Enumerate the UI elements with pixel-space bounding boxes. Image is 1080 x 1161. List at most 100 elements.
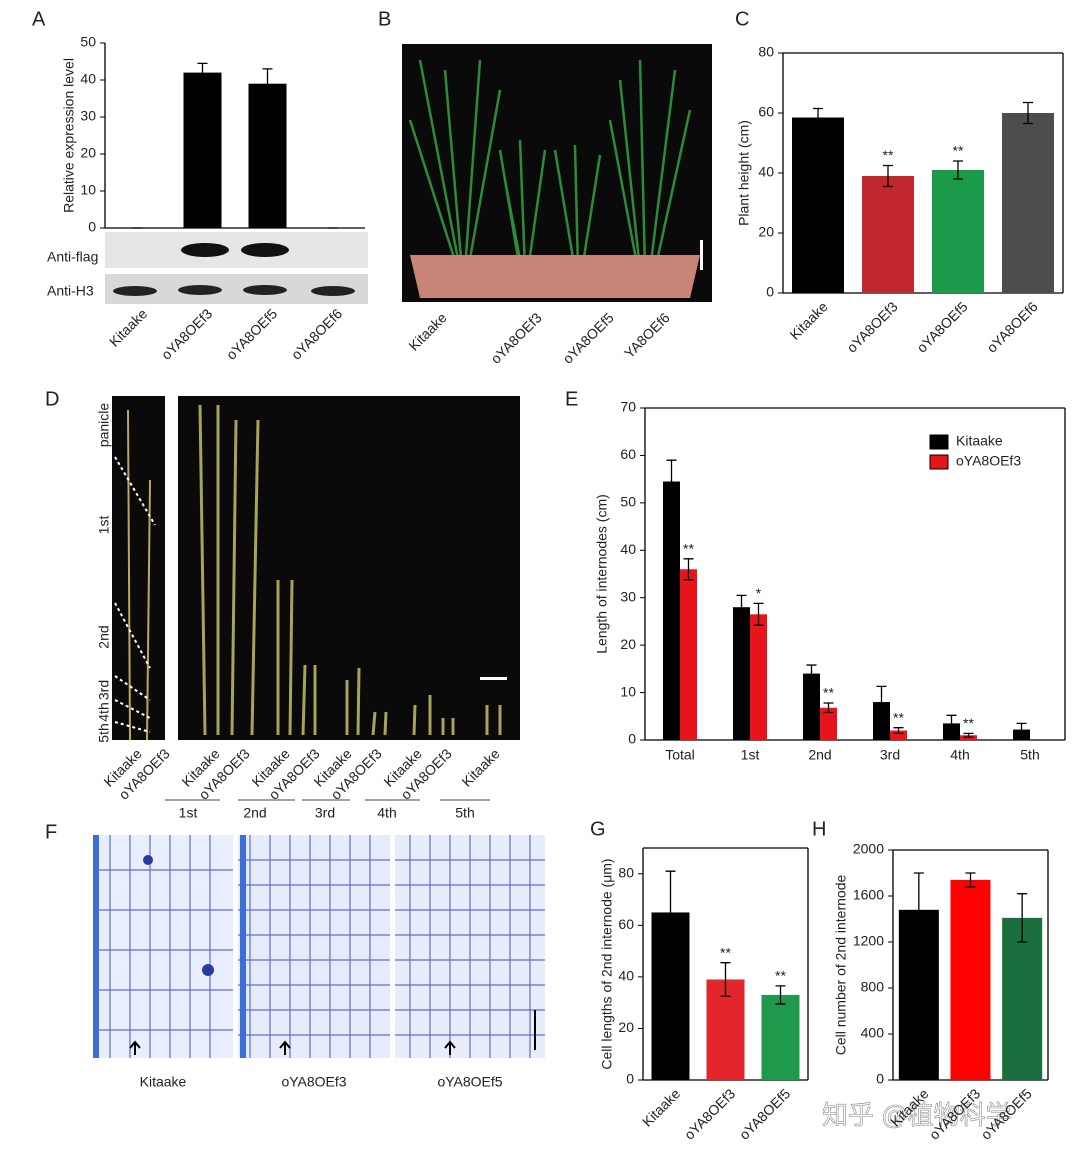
group-label: 4th [377,805,396,821]
bar [761,994,800,1080]
blot-label: Anti-flag [47,249,98,265]
y-tick-label: 0 [876,1071,884,1087]
x-tick-label: oYA8OEf6 [983,298,1041,356]
bar [1002,917,1043,1080]
panel-letter: E [565,388,578,410]
photo-label: oYA8OEf3 [281,1074,346,1090]
y-tick-label: 60 [758,104,774,120]
side-label: 4th [96,702,112,721]
photo-label: Kitaake [140,1074,187,1090]
significance: ** [953,143,964,159]
error-bar [823,702,834,714]
side-label: 1st [96,516,112,535]
watermark: 知乎 @植物科学 [822,1100,1012,1130]
y-tick-label: 40 [618,968,634,984]
error-bar [720,962,731,997]
x-tick-label: oYA8OEf3 [843,298,901,356]
x-tick-label: 3rd [880,747,900,763]
y-tick-label: 40 [620,541,636,557]
error-bar [946,714,957,733]
panel-letter: G [590,818,606,840]
side-label: 5th [96,723,112,742]
bar [803,673,820,740]
y-axis-label: Relative expression level [61,58,77,213]
y-tick-label: 40 [80,71,96,87]
error-bar [953,160,963,180]
side-label: 2nd [96,625,112,648]
y-tick-label: 80 [758,44,774,60]
bar [183,72,222,228]
legend-swatch [929,454,949,470]
significance: ** [775,968,786,984]
group-label: 2nd [243,805,266,821]
x-tick-label: Kitaake [106,305,150,349]
significance: ** [883,147,894,163]
photo-label: Kitaake [405,309,449,353]
y-tick-label: 30 [620,588,636,604]
error-bar [913,872,924,948]
x-tick-label: oYA8OEf5 [913,298,971,356]
error-bar [813,107,823,128]
y-axis-label: Length of internodes (cm) [594,494,610,654]
bar [862,176,914,293]
bar [663,481,680,740]
y-tick-label: 20 [618,1019,634,1035]
error-bar [1023,101,1033,125]
panel-letter: C [735,8,749,30]
panel-letter: F [45,821,57,843]
error-bar [262,68,273,100]
internode-photo [112,396,520,741]
x-tick-label: 4th [950,747,969,763]
photo-label: oYA8OEf5 [437,1074,502,1090]
error-bar [1016,722,1027,737]
x-tick-label: Kitaake [639,1085,683,1129]
y-tick-label: 50 [80,34,96,50]
y-tick-label: 50 [620,494,636,510]
y-tick-label: 0 [88,219,96,235]
error-bar [775,985,786,1005]
y-tick-label: 0 [628,731,636,747]
y-tick-label: 60 [618,916,634,932]
y-axis-label: Cell number of 2nd internode [833,875,849,1056]
error-bar [963,732,974,738]
significance: ** [683,541,694,557]
sample-label: Kitaake [458,745,502,789]
significance: ** [893,709,904,725]
error-bar [876,685,887,719]
y-tick-label: 30 [80,108,96,124]
y-tick-label: 40 [758,164,774,180]
y-tick-label: 0 [626,1071,634,1087]
bar [750,614,767,740]
legend-label: oYA8OEf3 [956,453,1021,469]
y-tick-label: 800 [861,979,885,995]
y-tick-label: 60 [620,446,636,462]
x-tick-label: oYA8OEf5 [223,305,281,363]
y-tick-label: 10 [620,683,636,699]
significance: ** [963,715,974,731]
y-tick-label: 20 [758,224,774,240]
panel-letter: B [378,8,391,30]
error-bar [665,870,676,955]
y-tick-label: 80 [618,864,634,880]
y-tick-label: 70 [620,399,636,415]
group-label: 1st [179,805,198,821]
group-label: 5th [455,805,474,821]
side-label: 3rd [96,680,112,700]
western-blot [105,232,368,304]
bar [873,702,890,740]
photo-label: oYA8OEf5 [559,309,617,367]
panel-letter: D [45,388,59,410]
bar [248,83,287,228]
x-tick-label: Kitaake [786,298,830,342]
error-bar [197,62,208,83]
bar [820,707,837,740]
bar [733,607,750,740]
y-tick-label: 10 [80,182,96,198]
y-tick-label: 1200 [853,933,884,949]
panel-letter: A [32,8,46,30]
plant-photo [402,44,712,302]
y-axis-label: Cell lengths of 2nd internode (μm) [599,858,615,1069]
significance: * [756,585,762,601]
x-tick-label: oYA8OEf3 [158,305,216,363]
